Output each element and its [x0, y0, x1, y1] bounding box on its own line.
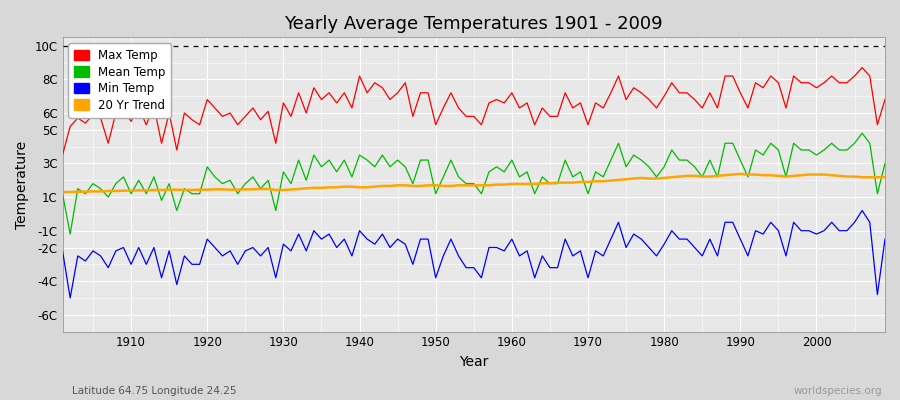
- Text: Latitude 64.75 Longitude 24.25: Latitude 64.75 Longitude 24.25: [72, 386, 237, 396]
- Text: worldspecies.org: worldspecies.org: [794, 386, 882, 396]
- Title: Yearly Average Temperatures 1901 - 2009: Yearly Average Temperatures 1901 - 2009: [284, 15, 663, 33]
- Y-axis label: Temperature: Temperature: [15, 140, 29, 228]
- X-axis label: Year: Year: [459, 355, 489, 369]
- Legend: Max Temp, Mean Temp, Min Temp, 20 Yr Trend: Max Temp, Mean Temp, Min Temp, 20 Yr Tre…: [68, 43, 171, 118]
